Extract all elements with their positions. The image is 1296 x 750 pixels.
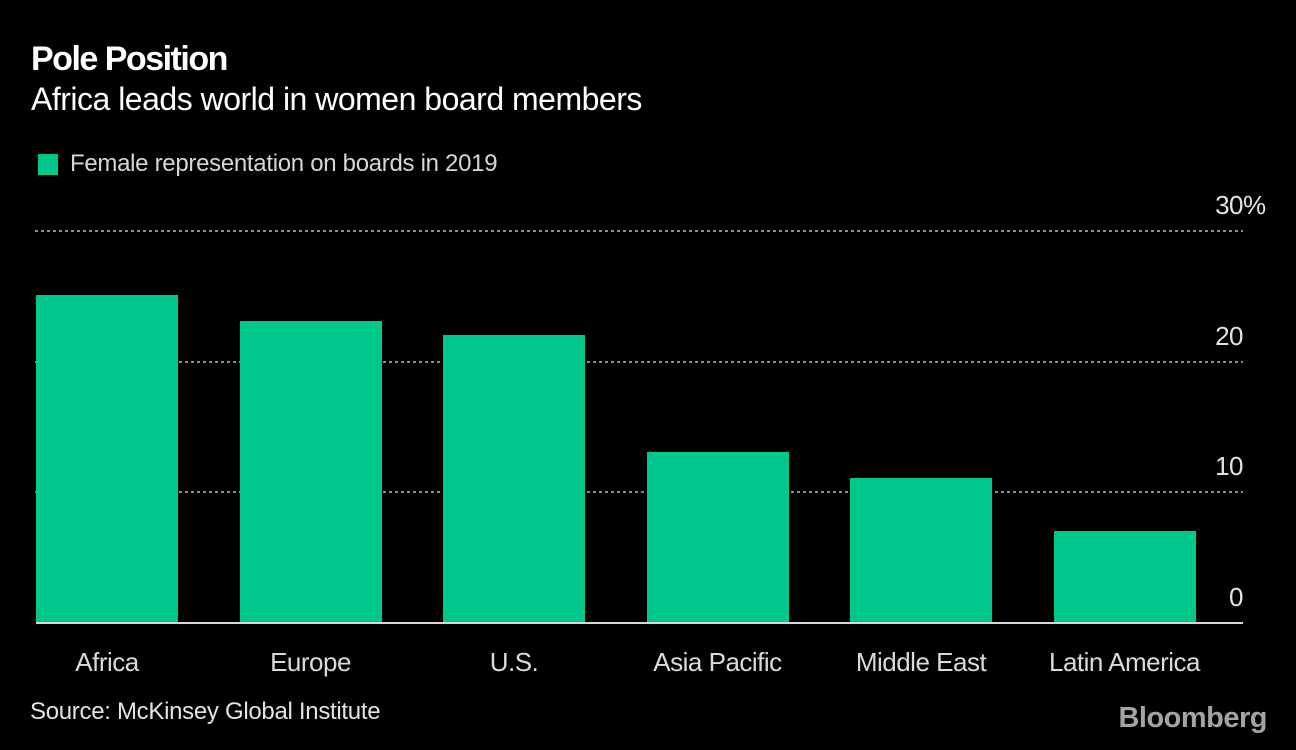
x-axis-line xyxy=(36,622,1243,624)
y-tick-value: 0 xyxy=(1229,582,1243,612)
y-tick-unit: % xyxy=(1243,190,1266,220)
x-category-label: Asia Pacific xyxy=(653,647,782,677)
y-tick-label-20: 20 xyxy=(1215,323,1243,349)
legend: Female representation on boards in 2019 xyxy=(38,150,498,177)
x-category-label: Europe xyxy=(270,647,351,677)
source-note: Source: McKinsey Global Institute xyxy=(30,698,381,725)
bloomberg-logo: Bloomberg xyxy=(1118,702,1267,734)
chart-title: Pole Position xyxy=(31,40,228,78)
bar-africa xyxy=(36,295,178,622)
y-gridline-10 xyxy=(35,491,1243,494)
chart-subtitle: Africa leads world in women board member… xyxy=(31,81,642,117)
y-tick-label-0: 0 xyxy=(1229,584,1243,610)
y-tick-label-30: 30% xyxy=(1215,190,1266,220)
plot-area: 30% 20 10 0 xyxy=(35,180,1266,624)
y-tick-label-10: 10 xyxy=(1215,453,1243,479)
x-category-label: U.S. xyxy=(489,647,539,677)
bar-latin-america xyxy=(1053,530,1196,622)
x-category-label: Latin America xyxy=(1048,647,1201,677)
x-category-label: Africa xyxy=(75,647,139,677)
legend-swatch-icon xyxy=(38,153,58,175)
y-gridline-30 xyxy=(35,230,1243,232)
y-gridline-20 xyxy=(35,360,1243,363)
y-tick-value: 10 xyxy=(1215,451,1243,482)
bar-asia-pacific xyxy=(646,452,789,622)
y-tick-value: 20 xyxy=(1215,320,1243,351)
legend-label: Female representation on boards in 2019 xyxy=(70,150,498,177)
x-category-label: Middle East xyxy=(855,647,987,677)
bar-middle-east xyxy=(850,478,992,622)
bar-u-s- xyxy=(443,334,585,622)
bar-europe xyxy=(239,321,382,622)
y-tick-value: 30 xyxy=(1215,190,1243,220)
